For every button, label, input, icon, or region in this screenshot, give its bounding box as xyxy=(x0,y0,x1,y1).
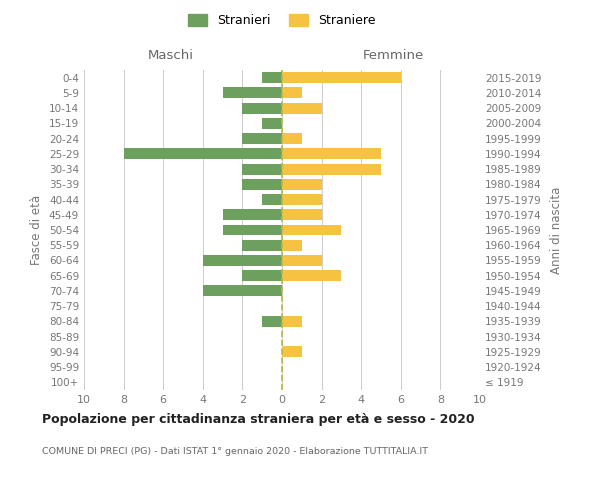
Bar xyxy=(282,148,381,160)
Bar xyxy=(242,270,282,281)
Bar xyxy=(203,286,282,296)
Bar xyxy=(282,164,381,174)
Bar xyxy=(282,346,302,358)
Bar xyxy=(242,102,282,114)
Bar xyxy=(282,316,302,327)
Bar xyxy=(282,133,302,144)
Bar xyxy=(282,210,322,220)
Text: Popolazione per cittadinanza straniera per età e sesso - 2020: Popolazione per cittadinanza straniera p… xyxy=(42,412,475,426)
Bar xyxy=(242,133,282,144)
Bar xyxy=(282,88,302,99)
Bar xyxy=(242,179,282,190)
Bar xyxy=(282,240,302,250)
Y-axis label: Anni di nascita: Anni di nascita xyxy=(550,186,563,274)
Bar xyxy=(282,179,322,190)
Bar xyxy=(262,316,282,327)
Bar xyxy=(282,255,322,266)
Bar xyxy=(262,194,282,205)
Bar xyxy=(242,240,282,250)
Bar xyxy=(282,224,341,235)
Text: COMUNE DI PRECI (PG) - Dati ISTAT 1° gennaio 2020 - Elaborazione TUTTITALIA.IT: COMUNE DI PRECI (PG) - Dati ISTAT 1° gen… xyxy=(42,448,428,456)
Legend: Stranieri, Straniere: Stranieri, Straniere xyxy=(184,8,380,32)
Bar xyxy=(282,194,322,205)
Bar xyxy=(223,88,282,99)
Bar xyxy=(262,118,282,129)
Bar xyxy=(262,72,282,83)
Bar xyxy=(282,102,322,114)
Bar xyxy=(223,210,282,220)
Bar xyxy=(223,224,282,235)
Bar xyxy=(242,164,282,174)
Bar xyxy=(124,148,282,160)
Bar xyxy=(203,255,282,266)
Text: Maschi: Maschi xyxy=(148,49,194,62)
Bar xyxy=(282,72,401,83)
Bar xyxy=(282,270,341,281)
Y-axis label: Fasce di età: Fasce di età xyxy=(31,195,43,265)
Text: Femmine: Femmine xyxy=(362,49,424,62)
